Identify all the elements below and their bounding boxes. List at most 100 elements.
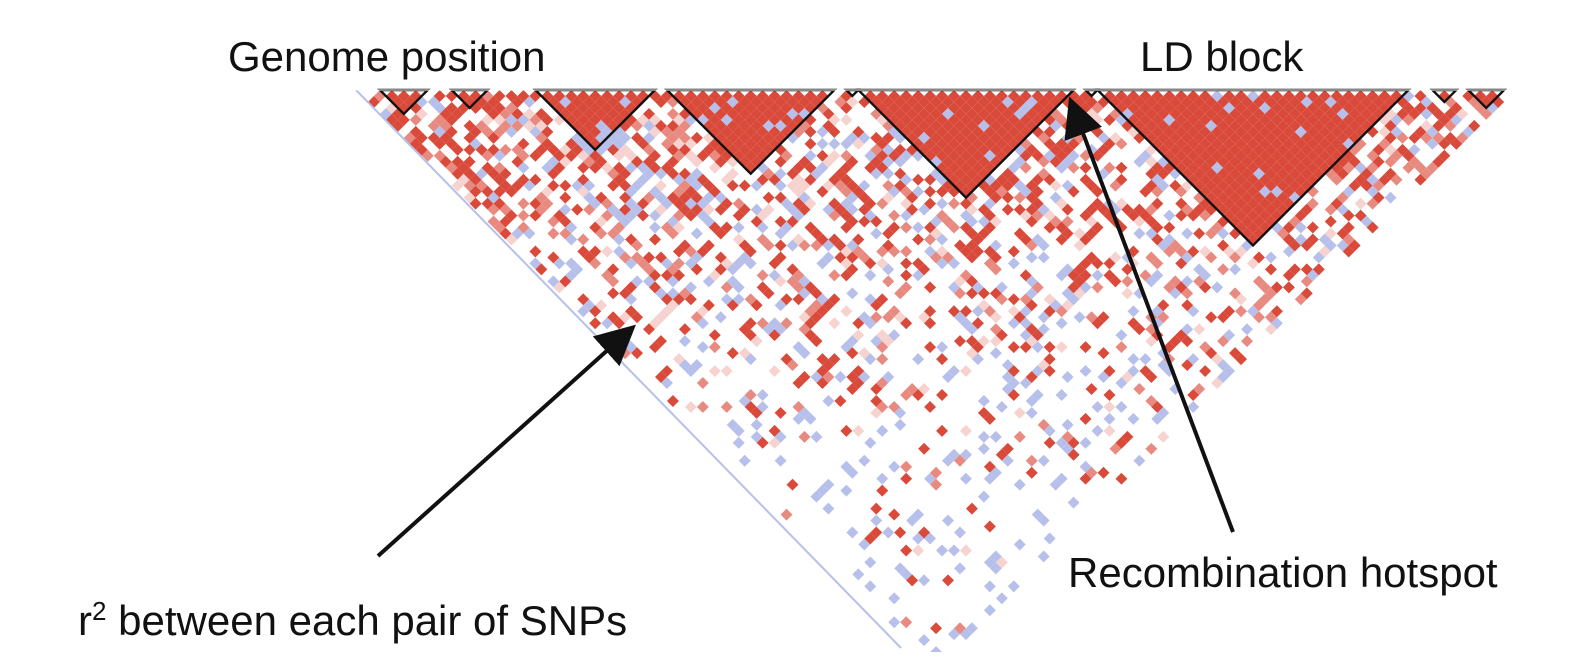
- ld-cell: [756, 173, 769, 186]
- ld-cell: [541, 161, 554, 174]
- ld-cell: [613, 221, 626, 234]
- ld-cell: [1264, 323, 1277, 336]
- ld-cell: [738, 454, 751, 467]
- ld-cell: [882, 143, 895, 156]
- ld-cell: [1360, 167, 1373, 180]
- ld-cell: [888, 616, 901, 629]
- ld-cell: [1037, 359, 1050, 372]
- ld-cell: [989, 131, 1002, 144]
- ld-cell: [858, 454, 871, 467]
- ld-cell: [1342, 233, 1355, 246]
- ld-cell: [678, 143, 691, 156]
- ld-cell: [1097, 466, 1110, 479]
- ld-cell: [828, 233, 841, 246]
- ld-cell: [637, 257, 650, 270]
- ld-cell: [989, 191, 1002, 204]
- ld-cell: [1336, 239, 1349, 252]
- ld-cell: [894, 526, 907, 539]
- ld-cell: [989, 95, 1002, 108]
- ld-cell: [493, 197, 506, 210]
- ld-cell: [1336, 131, 1349, 144]
- ld-cell: [936, 113, 949, 126]
- ld-cell: [936, 544, 949, 557]
- ld-cell: [882, 107, 895, 120]
- ld-cell: [559, 227, 572, 240]
- ld-cell: [672, 353, 685, 366]
- ld-cell: [487, 215, 500, 228]
- ld-cell: [756, 317, 769, 330]
- ld-cell: [1199, 149, 1212, 162]
- ld-cell: [1492, 95, 1505, 108]
- ld-cell: [649, 341, 661, 354]
- ld-cell: [1019, 341, 1032, 354]
- ld-cell: [1264, 251, 1277, 264]
- ld-cell: [989, 287, 1002, 300]
- ld-cell: [912, 185, 925, 198]
- ld-cell: [846, 335, 859, 348]
- ld-cell: [637, 161, 650, 174]
- ld-cell: [1253, 167, 1265, 180]
- ld-cell: [750, 179, 763, 192]
- ld-cell: [1468, 119, 1481, 132]
- ld-cell: [918, 203, 931, 216]
- ld-cell: [834, 371, 847, 384]
- ld-cell: [481, 125, 494, 138]
- r2-exponent: 2: [92, 596, 107, 626]
- ld-cell: [1145, 371, 1158, 384]
- ld-cell: [708, 185, 721, 198]
- ld-cell: [983, 460, 996, 473]
- ld-cell: [481, 197, 494, 210]
- ld-cell: [625, 149, 638, 162]
- ld-cell: [858, 191, 871, 204]
- ld-cell: [989, 562, 1002, 575]
- ld-cell: [864, 209, 877, 222]
- ld-cell: [720, 400, 733, 413]
- ld-cell: [1217, 335, 1230, 348]
- ld-cell: [965, 203, 978, 216]
- ld-cell: [445, 90, 458, 102]
- ld-cell: [445, 113, 458, 126]
- ld-cell: [1300, 155, 1313, 168]
- ld-cell: [744, 257, 757, 270]
- ld-cell: [637, 113, 650, 126]
- ld-cell: [714, 251, 727, 264]
- ld-cell: [798, 191, 811, 204]
- ld-cell: [1372, 191, 1385, 204]
- ld-cell: [649, 281, 661, 294]
- ld-cell: [445, 101, 458, 114]
- ld-cell: [565, 269, 578, 282]
- ld-cell: [1073, 227, 1086, 240]
- ld-cell: [1133, 383, 1146, 395]
- ld-cell: [1121, 275, 1134, 288]
- ld-cell: [1067, 281, 1080, 294]
- ld-cell: [1300, 167, 1313, 180]
- ld-cell: [433, 113, 446, 126]
- ld-cell: [864, 149, 877, 162]
- ld-cell: [768, 101, 781, 114]
- ld-cell: [1193, 383, 1206, 395]
- ld-cell: [1025, 299, 1038, 312]
- ld-cell: [959, 149, 972, 162]
- ld-cell: [1366, 125, 1379, 138]
- ld-cell: [1432, 155, 1445, 168]
- ld-cell: [505, 125, 518, 138]
- ld-cell: [1462, 125, 1475, 138]
- ld-cell: [511, 143, 524, 156]
- ld-cell: [1115, 472, 1128, 485]
- ld-cell: [1253, 251, 1265, 264]
- ld-cell: [852, 245, 865, 258]
- ld-cell: [619, 287, 632, 300]
- ld-cell: [888, 125, 901, 138]
- ld-cell: [948, 125, 960, 138]
- ld-cell: [481, 149, 494, 162]
- ld-cell: [589, 125, 602, 138]
- ld-cell: [774, 299, 787, 312]
- ld-cell: [1025, 466, 1038, 479]
- ld-cell: [959, 305, 972, 318]
- ld-cell: [1037, 418, 1050, 431]
- ld-cell: [708, 137, 721, 150]
- ld-cell: [900, 281, 913, 294]
- ld-cell: [517, 173, 530, 186]
- ld-cell: [379, 107, 392, 120]
- ld-cell: [1091, 281, 1104, 294]
